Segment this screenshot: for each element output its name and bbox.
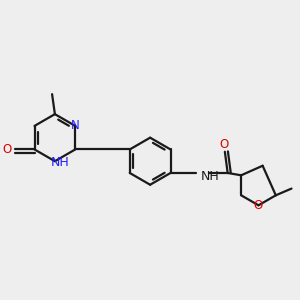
Text: O: O: [219, 138, 228, 151]
Text: NH: NH: [201, 170, 220, 183]
Text: N: N: [71, 119, 80, 132]
Text: NH: NH: [51, 156, 70, 170]
Text: O: O: [254, 199, 263, 212]
Text: O: O: [3, 143, 12, 156]
